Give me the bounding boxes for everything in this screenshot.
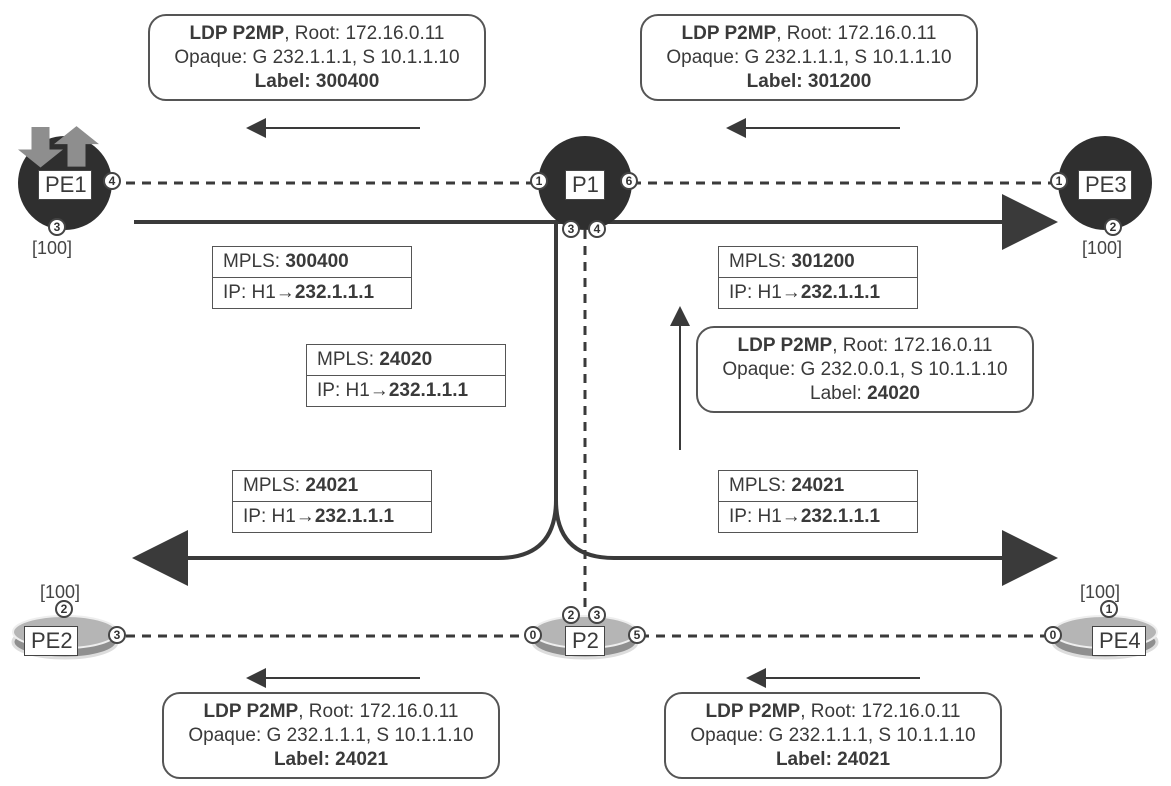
port-p2-3: 3 bbox=[588, 606, 606, 624]
pkt-box-top-left: MPLS: 300400 IP: H1→232.1.1.1 bbox=[212, 246, 412, 309]
port-p1-4: 4 bbox=[588, 220, 606, 238]
node-label-pe3: PE3 bbox=[1078, 170, 1132, 200]
pkt-box-bot-right: MPLS: 24021 IP: H1→232.1.1.1 bbox=[718, 470, 918, 533]
ldp-box-top-right: LDP P2MP, Root: 172.16.0.11 Opaque: G 23… bbox=[640, 14, 978, 101]
port-p2-2: 2 bbox=[562, 606, 580, 624]
ldp-box-bot-left: LDP P2MP, Root: 172.16.0.11 Opaque: G 23… bbox=[162, 692, 500, 779]
node-label-pe4: PE4 bbox=[1092, 626, 1146, 656]
port-pe4-0: 0 bbox=[1044, 626, 1062, 644]
port-pe3-1: 1 bbox=[1050, 172, 1068, 190]
vlan-pe3: [100] bbox=[1082, 238, 1122, 259]
port-p1-3: 3 bbox=[562, 220, 580, 238]
port-p2-5: 5 bbox=[628, 626, 646, 644]
port-pe1-3: 3 bbox=[48, 218, 66, 236]
port-p1-6: 6 bbox=[620, 172, 638, 190]
port-pe2-2: 2 bbox=[55, 600, 73, 618]
port-pe1-4: 4 bbox=[103, 172, 121, 190]
pkt-box-top-right: MPLS: 301200 IP: H1→232.1.1.1 bbox=[718, 246, 918, 309]
ldp-box-bot-right: LDP P2MP, Root: 172.16.0.11 Opaque: G 23… bbox=[664, 692, 1002, 779]
port-p2-0: 0 bbox=[524, 626, 542, 644]
pkt-box-mid: MPLS: 24020 IP: H1→232.1.1.1 bbox=[306, 344, 506, 407]
port-p1-1: 1 bbox=[530, 172, 548, 190]
port-pe3-2: 2 bbox=[1104, 218, 1122, 236]
vlan-pe4: [100] bbox=[1080, 582, 1120, 603]
node-label-pe2: PE2 bbox=[24, 626, 78, 656]
vlan-pe1: [100] bbox=[32, 238, 72, 259]
port-pe4-1: 1 bbox=[1100, 600, 1118, 618]
network-diagram: PE1 P1 PE3 PE2 P2 PE4 [100] [100] [100] … bbox=[0, 0, 1171, 786]
port-pe2-3: 3 bbox=[108, 626, 126, 644]
node-label-p1: P1 bbox=[565, 170, 605, 200]
node-label-p2: P2 bbox=[565, 626, 605, 656]
ldp-box-mid-right: LDP P2MP, Root: 172.16.0.11 Opaque: G 23… bbox=[696, 326, 1034, 413]
node-label-pe1: PE1 bbox=[38, 170, 92, 200]
ldp-box-top-left: LDP P2MP, Root: 172.16.0.11 Opaque: G 23… bbox=[148, 14, 486, 101]
pkt-box-bot-left: MPLS: 24021 IP: H1→232.1.1.1 bbox=[232, 470, 432, 533]
